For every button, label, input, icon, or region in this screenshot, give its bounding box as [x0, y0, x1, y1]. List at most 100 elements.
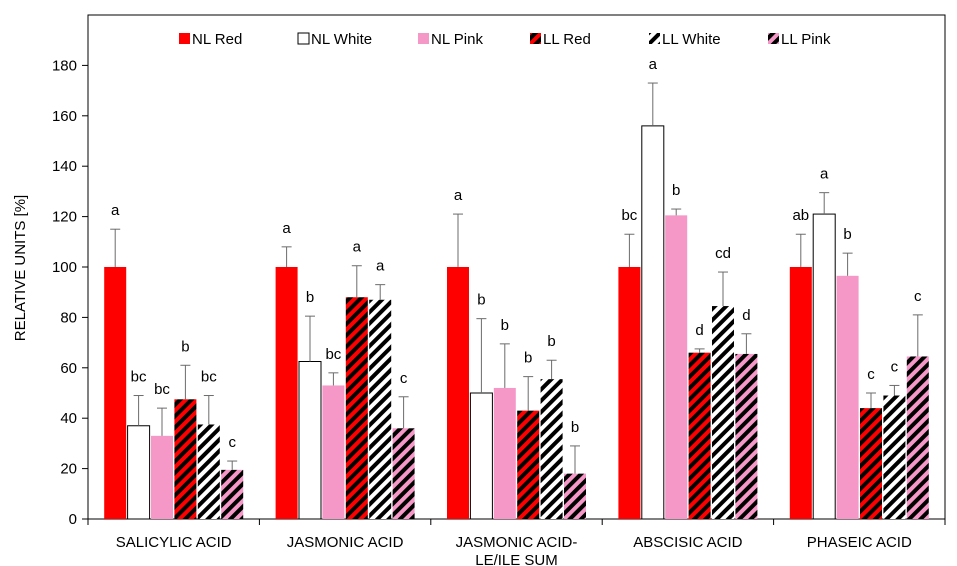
bar-nl-white: [812, 213, 836, 520]
bar-ll-pink: [564, 473, 586, 519]
y-tick-label: 120: [52, 209, 77, 226]
bar-nl-white: [127, 425, 151, 520]
bar-ll-pink: [392, 428, 415, 519]
bar-ll-white: [197, 424, 220, 519]
significance-label: b: [306, 289, 314, 306]
significance-label: d: [695, 322, 703, 339]
y-tick-label: 180: [52, 57, 77, 74]
significance-label: bc: [131, 369, 147, 386]
legend: NL Red NL White NL Pink LL Red LL White LL Pi…: [179, 31, 831, 48]
y-tick-label: 60: [60, 360, 77, 377]
significance-label: bc: [201, 369, 217, 386]
significance-label: c: [400, 370, 408, 387]
bar-ll-white: [540, 379, 563, 519]
significance-label: c: [891, 358, 899, 375]
legend-item: LL Pink: [768, 31, 831, 48]
y-tick-label: 0: [69, 511, 77, 528]
bar-nl-white: [641, 125, 665, 520]
x-category-label: ABSCISIC ACID: [633, 534, 742, 551]
y-tick-label: 80: [60, 309, 77, 326]
significance-label: a: [111, 202, 120, 219]
bar-ll-red: [688, 352, 711, 519]
significance-label: bc: [325, 346, 341, 363]
y-tick-label: 100: [52, 259, 77, 276]
legend-item: LL White: [649, 31, 721, 48]
significance-label: b: [477, 292, 485, 309]
bar-ll-white: [883, 395, 906, 519]
y-tick-label: 20: [60, 461, 77, 478]
bar-nl-red: [789, 267, 812, 519]
significance-label: b: [501, 317, 509, 334]
bar-ll-red: [345, 297, 368, 519]
significance-label: d: [742, 307, 750, 324]
bar-nl-pink: [493, 387, 516, 519]
y-tick-label: 140: [52, 158, 77, 175]
significance-label: c: [228, 434, 236, 451]
significance-label: a: [282, 220, 291, 237]
significance-label: ab: [792, 207, 809, 224]
bar-nl-white: [298, 361, 322, 520]
significance-label: a: [454, 187, 463, 204]
bar-nl-pink: [151, 435, 173, 519]
x-category-label: JASMONIC ACID: [287, 534, 404, 551]
y-tick-label: 160: [52, 108, 77, 125]
significance-label: a: [353, 239, 362, 256]
significance-label: c: [867, 366, 875, 383]
significance-label: b: [547, 333, 555, 350]
legend-label: NL Red: [192, 31, 242, 48]
bar-nl-pink: [836, 275, 859, 519]
bar-ll-pink: [221, 469, 244, 519]
significance-label: b: [843, 226, 851, 243]
bar-ll-white: [712, 306, 734, 519]
legend-label: NL Pink: [431, 31, 483, 48]
legend-item: NL White: [297, 31, 372, 48]
legend-item: LL Red: [530, 31, 591, 48]
x-category-label: PHASEIC ACID: [807, 534, 912, 551]
legend-item: NL Red: [179, 31, 242, 48]
x-category-label: JASMONIC ACID-: [456, 534, 578, 551]
bar-ll-pink: [906, 356, 929, 519]
legend-label: LL Pink: [781, 31, 831, 48]
x-axis-category-labels: SALICYLIC ACID JASMONIC ACID JASMONIC ACID…: [116, 534, 912, 566]
legend-swatch: [297, 32, 310, 45]
legend-swatch: [649, 33, 660, 44]
legend-label: LL Red: [543, 31, 591, 48]
bar-nl-red: [104, 267, 127, 519]
x-category-label: SALICYLIC ACID: [116, 534, 232, 551]
significance-label: b: [571, 419, 579, 436]
x-category-label: LE/ILE SUM: [475, 552, 558, 566]
significance-label: cd: [715, 245, 731, 262]
significance-label: a: [820, 166, 829, 183]
legend-swatch: [530, 33, 541, 44]
bar-nl-white: [469, 392, 493, 520]
bar-ll-red: [860, 408, 882, 519]
significance-label: b: [524, 350, 532, 367]
significance-label: b: [672, 182, 680, 199]
legend-swatch: [418, 33, 429, 44]
significance-label: bc: [154, 381, 170, 398]
legend-item: NL Pink: [418, 31, 483, 48]
bar-nl-pink: [322, 385, 345, 519]
legend-swatch: [768, 33, 779, 44]
bar-ll-red: [174, 399, 197, 519]
significance-label: bc: [621, 207, 637, 224]
significance-label: c: [914, 288, 922, 305]
y-tick-label: 40: [60, 410, 77, 427]
bar-nl-red: [618, 267, 641, 519]
significance-label: a: [376, 258, 385, 275]
significance-label: b: [181, 338, 189, 355]
legend-label: NL White: [311, 31, 372, 48]
bar-ll-pink: [735, 353, 758, 519]
significance-label: a: [649, 56, 658, 73]
bar-ll-white: [369, 299, 392, 519]
bar-nl-red: [275, 267, 298, 519]
y-axis: 0 20 40 60 80 100 120 140 160 180: [52, 57, 946, 528]
bar-nl-red: [447, 267, 469, 519]
bar-ll-red: [517, 410, 540, 519]
bar-nl-pink: [665, 215, 688, 519]
legend-swatch: [179, 33, 190, 44]
y-axis-label: RELATIVE UNITS [%]: [12, 195, 29, 341]
legend-label: LL White: [662, 31, 721, 48]
